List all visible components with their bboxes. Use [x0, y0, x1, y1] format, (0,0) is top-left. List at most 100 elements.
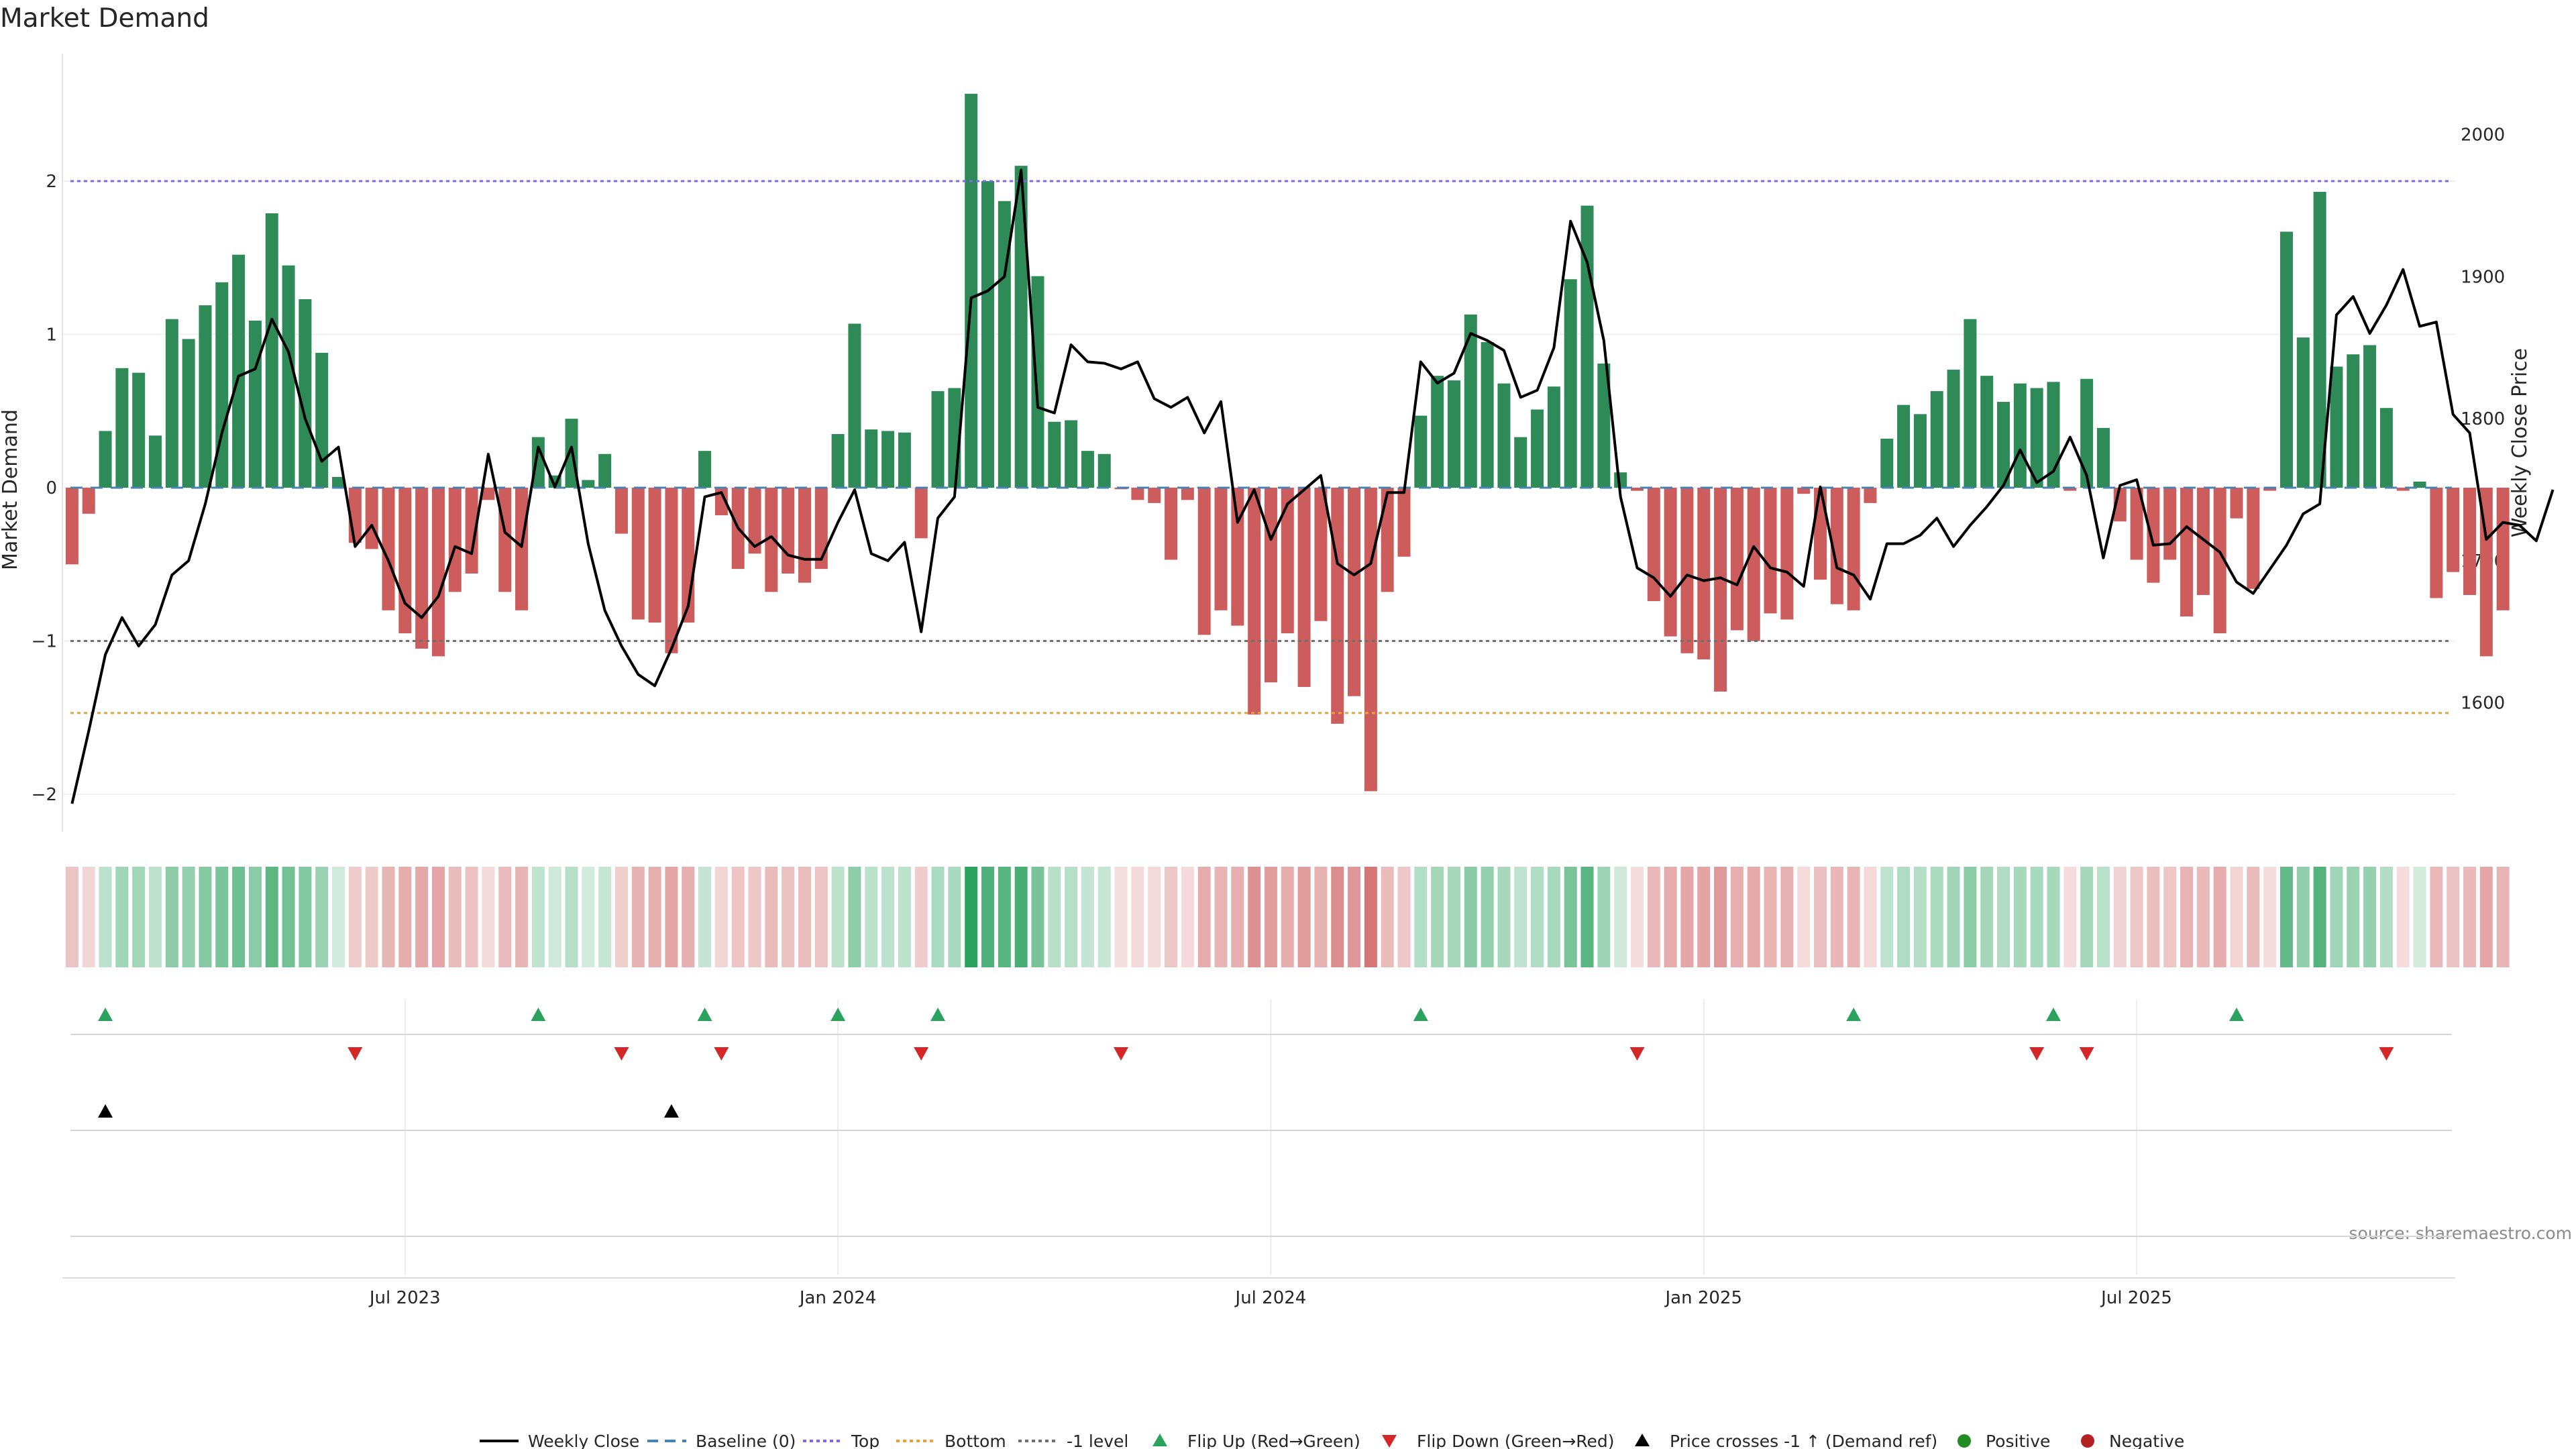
intensity-cell [998, 867, 1011, 967]
intensity-cell [548, 867, 561, 967]
demand-bar [2013, 383, 2027, 488]
demand-bar [1197, 488, 1211, 635]
demand-bar [1647, 488, 1660, 602]
demand-bar [1431, 376, 1444, 488]
demand-bar [1997, 402, 2010, 488]
demand-bar [1364, 488, 1377, 792]
flip-down-marker [1114, 1047, 1129, 1061]
demand-bar [798, 488, 811, 583]
demand-bar [99, 431, 112, 488]
intensity-cell [914, 867, 928, 967]
x-tick-label: Jan 2025 [1664, 1288, 1743, 1308]
demand-bar [981, 181, 995, 488]
demand-bar [1913, 414, 1927, 488]
demand-bar [998, 201, 1011, 488]
demand-bar [2463, 488, 2476, 595]
intensity-cell [465, 867, 478, 967]
demand-bar [848, 323, 861, 488]
intensity-cell [2047, 867, 2060, 967]
intensity-cell [2496, 867, 2510, 967]
intensity-cell [1880, 867, 1894, 967]
intensity-cell [2030, 867, 2043, 967]
demand-bar [132, 372, 146, 488]
flip-up-marker [1846, 1008, 1862, 1021]
intensity-cell [1747, 867, 1760, 967]
demand-bar [1730, 488, 1743, 631]
y2-tick-label: 1600 [2461, 694, 2505, 714]
intensity-cell [2180, 867, 2194, 967]
intensity-cell [748, 867, 761, 967]
intensity-cell [431, 867, 445, 967]
y-tick-label: 1 [46, 325, 57, 345]
intensity-cell [2363, 867, 2377, 967]
demand-bar [82, 488, 95, 514]
demand-bar [1531, 409, 1544, 488]
price-cross-marker [98, 1104, 113, 1118]
demand-bar [2479, 488, 2493, 657]
intensity-cell [115, 867, 129, 967]
flip-down-marker [1629, 1047, 1645, 1061]
price-cross-markers [98, 1104, 679, 1118]
demand-bar [1897, 405, 1911, 488]
intensity-cell [99, 867, 112, 967]
intensity-cell [1264, 867, 1277, 967]
demand-bar [2147, 488, 2160, 583]
demand-bar [332, 477, 345, 488]
legend-swatch-flip-up [1152, 1434, 1167, 1446]
demand-bar [1181, 488, 1194, 500]
demand-bar [631, 488, 645, 620]
demand-bar [315, 352, 329, 488]
flip-up-marker [98, 1008, 113, 1021]
flip-up-marker [930, 1008, 946, 1021]
demand-bar [1864, 488, 1877, 503]
demand-bars [65, 93, 2510, 792]
legend-swatch-price-cross [1635, 1434, 1650, 1446]
price-cross-marker [663, 1104, 679, 1118]
intensity-cell [1197, 867, 1211, 967]
intensity-cell [848, 867, 861, 967]
flip-up-marker [830, 1008, 846, 1021]
intensity-cell [2063, 867, 2077, 967]
intensity-cell [798, 867, 811, 967]
intensity-cell [1231, 867, 1244, 967]
demand-bar [2196, 488, 2210, 595]
intensity-cell [482, 867, 495, 967]
y-tick-label: −1 [32, 632, 57, 652]
intensity-cell [1248, 867, 1261, 967]
demand-bar [1497, 383, 1511, 488]
demand-bar [2413, 481, 2426, 488]
flip-down-markers [347, 1047, 2394, 1061]
demand-bar [2180, 488, 2194, 616]
intensity-cell [582, 867, 595, 967]
demand-bar [2163, 488, 2177, 560]
intensity-cell [1980, 867, 1994, 967]
demand-bar [614, 488, 628, 534]
x-tick-label: Jul 2025 [2100, 1288, 2172, 1308]
y2-tick-label: 1900 [2461, 267, 2505, 287]
demand-bar [1930, 391, 1943, 488]
intensity-cell [1531, 867, 1544, 967]
x-tick-label: Jul 2024 [1234, 1288, 1307, 1308]
intensity-cell [1697, 867, 1711, 967]
demand-bar [1697, 488, 1711, 659]
intensity-cell [531, 867, 545, 967]
demand-bar [1547, 386, 1560, 488]
intensity-cell [1564, 867, 1577, 967]
demand-bar [215, 282, 229, 488]
intensity-cell [1397, 867, 1411, 967]
demand-bar [248, 320, 262, 488]
intensity-cell [2396, 867, 2410, 967]
intensity-cell [2113, 867, 2127, 967]
flip-down-marker [2079, 1047, 2094, 1061]
legend-label: Price crosses -1 ↑ (Demand ref) [1670, 1432, 1937, 1449]
intensity-cell [1464, 867, 1477, 967]
demand-bar [2363, 345, 2377, 488]
intensity-cell [1847, 867, 1860, 967]
demand-bar [1264, 488, 1277, 683]
intensity-cell [1997, 867, 2010, 967]
intensity-cell [1614, 867, 1627, 967]
x-tick-label: Jul 2023 [368, 1288, 441, 1308]
demand-bar [1031, 276, 1044, 488]
demand-bar [65, 488, 78, 565]
demand-bar [598, 453, 612, 488]
